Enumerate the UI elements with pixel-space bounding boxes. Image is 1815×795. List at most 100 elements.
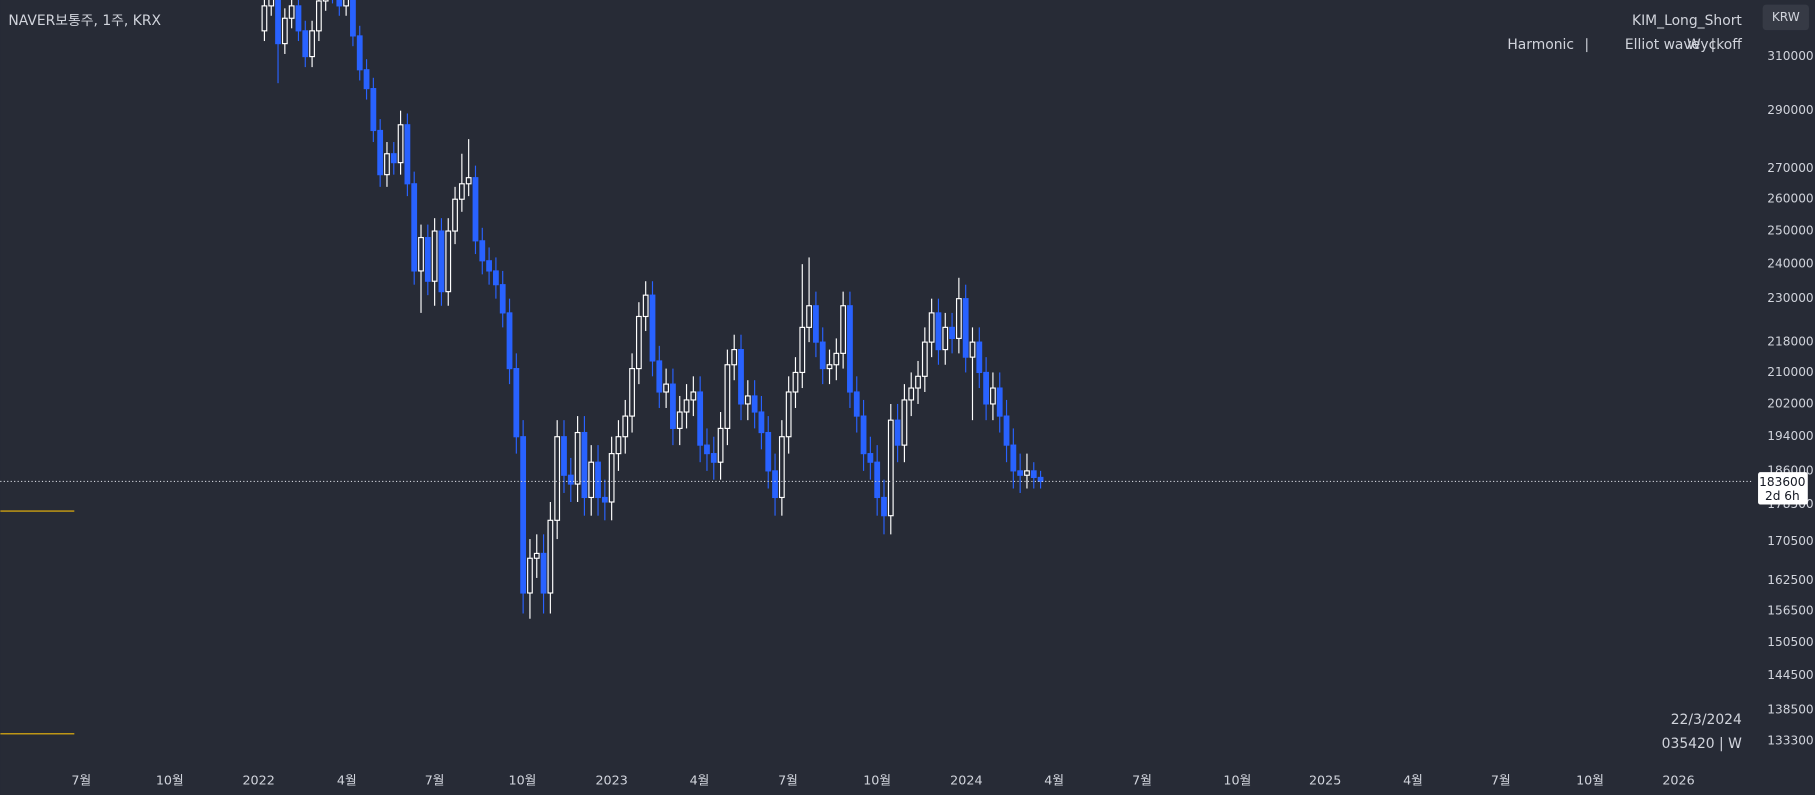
candle-body [506,312,513,370]
candle-body [343,0,350,7]
x-tick-label: 4월 [690,773,710,788]
candle-body [983,371,990,405]
candle-body [785,391,792,438]
candle-body [479,240,486,262]
candle-body [588,461,595,499]
indicator-tag: Wyckoff [1687,37,1742,53]
candle-body [894,419,901,446]
y-tick-label: 230000 [1767,291,1813,305]
candle-body [738,349,744,405]
y-tick-label: 170500 [1767,534,1813,548]
candle-body [452,198,458,232]
candle-body [915,375,921,389]
candle-body [315,0,322,32]
candle-body [1037,476,1044,482]
candle-body [744,395,751,405]
candle-body [288,5,295,19]
x-tick-label: 7월 [1132,773,1152,788]
y-tick-label: 310000 [1767,49,1813,63]
candle-body [418,236,424,272]
candle-body [404,124,411,185]
candle-body [717,427,724,463]
candle-body [356,35,363,71]
candle-body [601,496,608,503]
x-tick-label: 7월 [71,773,91,788]
x-tick-label: 10월 [156,773,184,788]
x-tick-label: 2025 [1309,773,1341,788]
candle-body [513,368,520,438]
candle-body [302,30,309,58]
candle-body [813,305,819,343]
candle-body [976,341,983,374]
candle-body [567,474,574,485]
candle-body [411,183,418,272]
candle-body [656,360,663,393]
candle-body [1017,470,1024,476]
candle-body [853,391,860,417]
candle-body [697,391,704,446]
x-tick-label: 7월 [1491,773,1511,788]
candle-body [397,124,404,164]
candle-body [1030,470,1037,479]
candle-body [928,312,935,343]
y-tick-label: 218000 [1767,335,1813,349]
candle-body [350,0,356,37]
candle-body [710,453,717,463]
candle-body [874,461,881,499]
currency-label[interactable]: KRW [1772,10,1800,24]
candle-body [493,270,499,286]
candle-body [908,387,915,401]
y-tick-label: 156500 [1767,603,1813,617]
candle-body [629,368,635,417]
candle-body [520,436,527,594]
candle-body [322,0,329,2]
x-tick-label: 2023 [595,773,627,788]
candle-body [867,453,874,463]
candle-body [377,129,384,176]
candle-body [642,294,649,318]
y-tick-label: 150500 [1767,635,1813,649]
x-tick-label: 2026 [1662,773,1694,788]
y-tick-label: 138500 [1767,703,1813,717]
candle-body [472,177,479,242]
x-tick-label: 4월 [1044,773,1064,788]
y-tick-label: 270000 [1767,161,1813,175]
candle-body [962,298,969,358]
y-tick-label: 240000 [1767,257,1813,271]
last-price-box [1758,472,1808,505]
candle-body [499,284,506,314]
candle-body [833,352,840,366]
y-tick-label: 133300 [1767,734,1813,748]
candle-body [724,364,731,429]
candle-body [540,552,547,594]
x-tick-label: 10월 [1223,773,1251,788]
candle-body [445,230,452,293]
candle-body [295,5,302,32]
x-tick-label: 2022 [242,773,274,788]
candle-body [438,230,445,293]
currency-button[interactable] [1762,4,1809,31]
candle-body [799,326,806,374]
candle-body [1024,470,1030,476]
candle-body [676,411,683,429]
candle-body [554,436,561,521]
candle-body [370,88,377,132]
candle-body [486,260,492,272]
candle-body [431,230,438,282]
footer-code: 035420 | W [1662,736,1742,752]
candle-body [996,387,1003,417]
candle-body [690,391,697,401]
candle-body [731,349,738,366]
candle-body [635,315,642,370]
candle-body [778,436,785,499]
candle-body [561,436,567,476]
y-tick-label: 194000 [1767,429,1813,443]
candle-body [881,496,887,517]
candle-body [261,5,268,32]
candle-body [860,415,867,455]
candle-body [751,395,758,413]
y-tick-label: 250000 [1767,224,1813,238]
candle-body [281,17,288,45]
candle-body [792,371,799,393]
y-tick-label: 144500 [1767,668,1813,682]
